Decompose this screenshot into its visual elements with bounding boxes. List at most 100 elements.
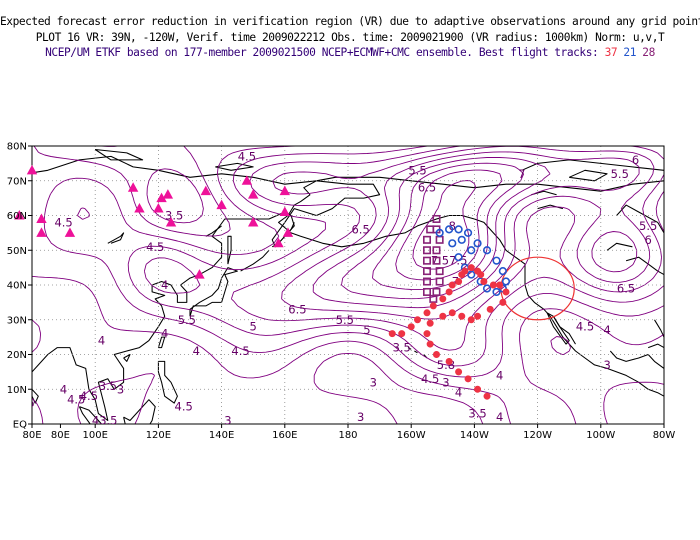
track-37-point [445, 357, 453, 365]
lon-tick-label: 100E [82, 430, 107, 441]
contour-3.5 [32, 146, 664, 424]
track-37-point [496, 281, 504, 289]
track-28-point [422, 235, 431, 244]
track-21-point [467, 246, 476, 255]
coastline [616, 204, 664, 234]
contour-label: 3 [357, 410, 364, 424]
plot-header: Expected forecast error reduction in ver… [0, 14, 700, 61]
coastline [32, 388, 39, 404]
contour-label: 4.5 [231, 344, 249, 358]
lon-tick-label: 160W [397, 430, 426, 441]
contour-label: 6.5 [288, 302, 306, 316]
coastline [552, 316, 576, 345]
contour-label: 6.5 [418, 181, 436, 195]
track-37-point [448, 309, 456, 317]
observation-site-triangle [14, 210, 25, 220]
lon-tick-label: 180 [338, 430, 357, 441]
lat-lon-grid [32, 146, 664, 424]
track-label-28: 28 [642, 46, 655, 59]
track-21-point [498, 267, 507, 276]
track-28-point [426, 225, 435, 234]
track-37-point [474, 267, 482, 275]
track-37-point [448, 281, 456, 289]
contour-label: 4 [60, 382, 67, 396]
track-37-point [467, 264, 475, 272]
track-37-point [489, 281, 497, 289]
observation-site-triangle [64, 227, 76, 237]
track-37-point [499, 298, 507, 306]
lat-tick-label: 20N [7, 350, 27, 361]
title-line-3-text: NCEP/UM ETKF based on 177-member 2009021… [45, 46, 599, 59]
lat-tick-label: EQ [13, 420, 27, 431]
lon-tick-label: 160E [272, 430, 297, 441]
coastline [123, 399, 156, 424]
track-37-point [426, 340, 434, 348]
track-28-point [435, 277, 444, 286]
track-37-point [458, 312, 466, 320]
track-21-point [454, 253, 463, 262]
contour-label: 4 [22, 229, 29, 243]
track-37-point [432, 350, 440, 358]
track-28-point [422, 267, 431, 276]
coastline [94, 148, 144, 161]
observation-site-triangle [216, 199, 227, 210]
observation-site-triangle [248, 216, 259, 227]
coastlines [32, 148, 664, 424]
track-37-point [483, 392, 491, 400]
coastline [215, 162, 254, 171]
coastline [521, 159, 664, 171]
contour-label: 4 [496, 410, 503, 424]
coastline [568, 169, 608, 182]
contour-label: 4 [193, 344, 200, 358]
coastline [277, 194, 664, 397]
track-37-point [439, 295, 447, 303]
track-21-point [492, 287, 501, 297]
coastline [78, 406, 103, 424]
track-21-point [463, 228, 473, 237]
observation-sites [14, 164, 294, 279]
contour-label: 3 [442, 375, 449, 389]
contour-label: 4.5 [54, 215, 72, 229]
contour-label: 3.5 [165, 209, 183, 223]
track-28-point [422, 287, 431, 296]
contour-label: 5.5 [611, 167, 629, 181]
coastline [414, 350, 418, 354]
track-28-point [422, 256, 431, 265]
contour-label: 4 [603, 323, 610, 337]
observation-site-triangle [36, 227, 47, 237]
contour-label: 3.5 [468, 407, 486, 421]
contour-label: 4.5 [175, 400, 193, 414]
contour-label: 6 [632, 153, 639, 167]
coastline [407, 347, 412, 350]
track-21-point [482, 246, 492, 255]
contour-label: 4.5 [67, 393, 85, 407]
map-axes: 80E 80E 100E 120E 140E 160E 180 160W 140W 120W 100… [7, 142, 676, 442]
lat-tick-label: 50N [7, 246, 27, 257]
contour-label: 4 [455, 386, 462, 400]
coastline [189, 267, 238, 317]
track-37-point [474, 385, 482, 393]
contour-label: 4.5 [421, 372, 439, 386]
verification-circle [500, 256, 575, 321]
observation-site-triangle [36, 213, 47, 223]
observation-site-triangle [162, 189, 174, 199]
track-21-point [492, 256, 501, 265]
track-28-point [432, 246, 441, 255]
contour-label: 4.5 [576, 320, 594, 334]
coastline [609, 350, 664, 369]
lat-tick-label: 80N [7, 142, 27, 153]
contour-label: 43.5 [92, 414, 118, 428]
track-21-point [457, 235, 466, 244]
contour-label: 5.5 [178, 313, 196, 327]
observation-site-triangle [279, 185, 290, 196]
coastline [205, 225, 222, 237]
track-21-point [482, 284, 492, 293]
track-28-point [422, 246, 431, 255]
track-37-point [474, 312, 482, 320]
contour-label: 4 [161, 327, 168, 341]
track-28-point [435, 267, 444, 276]
observation-site-triangle [248, 189, 259, 199]
observation-site-triangle [273, 237, 284, 248]
track-37-point [455, 278, 463, 286]
